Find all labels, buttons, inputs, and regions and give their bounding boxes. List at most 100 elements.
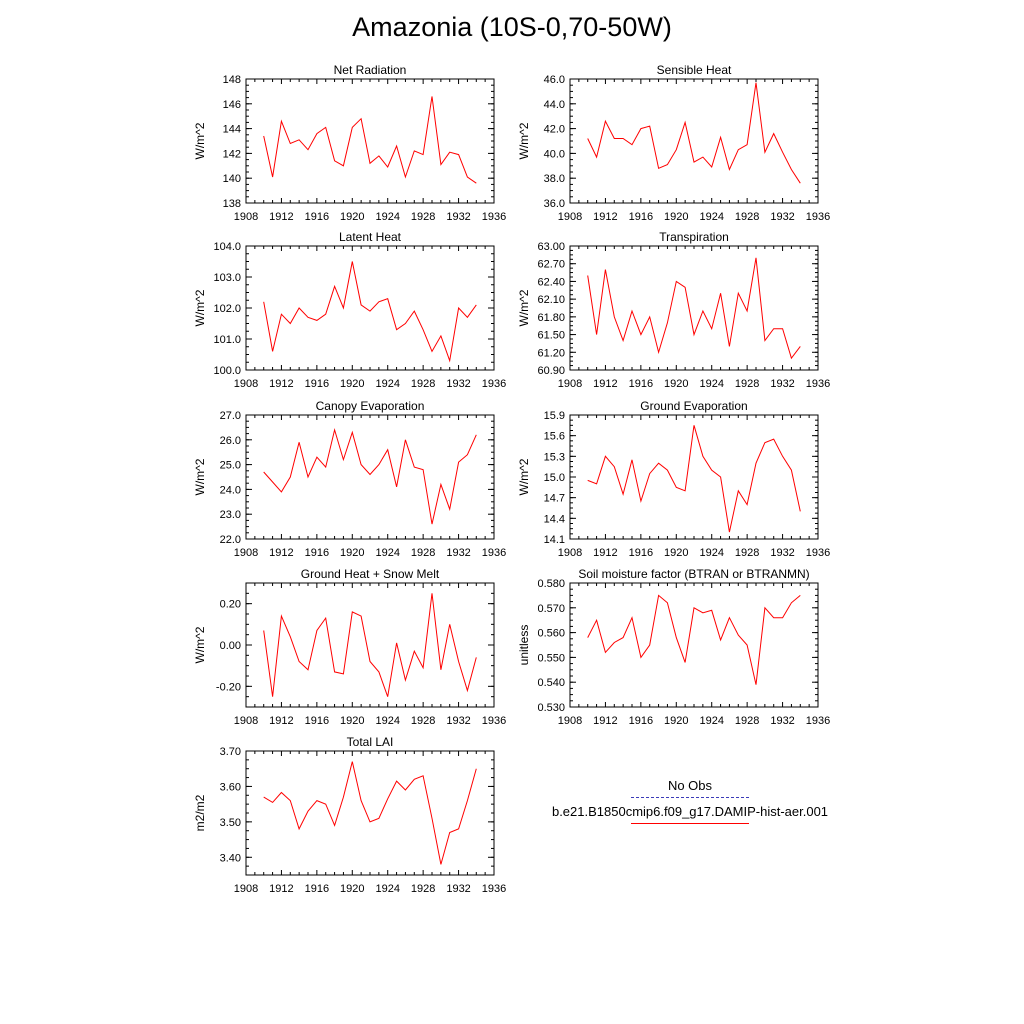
chart-title: Total LAI (347, 735, 394, 749)
y-tick-label: 101.0 (213, 334, 241, 346)
x-tick-label: 1924 (699, 715, 723, 727)
chart-panel-5: Canopy Evaporation W/m^2 1908 1912 1916 1920 1… (193, 399, 506, 559)
y-tick-label: 142 (223, 148, 241, 160)
y-tick-label: 100.0 (213, 365, 241, 377)
chart-title: Net Radiation (334, 63, 407, 77)
x-tick-label: 1916 (629, 211, 653, 223)
chart-title: Soil moisture factor (BTRAN or BTRANMN) (578, 567, 809, 581)
plot-frame (245, 245, 495, 371)
y-tick-label: 61.50 (537, 330, 565, 342)
y-axis-label: W/m^2 (517, 122, 531, 159)
x-tick-label: 1912 (269, 547, 293, 559)
y-tick-label: 15.6 (544, 431, 565, 443)
y-tick-label: 0.540 (537, 677, 565, 689)
series-line-1 (587, 594, 801, 685)
x-tick-label: 1928 (411, 547, 435, 559)
y-tick-label: 0.00 (220, 640, 241, 652)
chart-title: Canopy Evaporation (316, 399, 425, 413)
y-tick-label: 140 (223, 173, 241, 185)
y-axis-label: unitless (517, 625, 531, 666)
y-tick-label: 14.7 (544, 493, 565, 505)
y-tick-label: 62.70 (537, 259, 565, 271)
y-tick-label: 23.0 (220, 509, 241, 521)
series-line-1 (263, 761, 477, 865)
x-tick-label: 1936 (482, 378, 506, 390)
x-tick-label: 1928 (411, 715, 435, 727)
series-line-1 (263, 261, 477, 363)
chart-panel-2: Sensible Heat W/m^2 1908 1912 1916 1920 1924 19… (517, 63, 830, 223)
chart-title: Sensible Heat (657, 63, 732, 77)
x-tick-label: 1912 (269, 715, 293, 727)
plot-frame (245, 582, 495, 708)
x-tick-label: 1912 (269, 211, 293, 223)
x-tick-label: 1920 (340, 211, 364, 223)
y-tick-label: -0.20 (216, 681, 241, 693)
y-tick-label: 104.0 (213, 241, 241, 253)
x-tick-label: 1920 (664, 715, 688, 727)
x-tick-label: 1928 (411, 211, 435, 223)
chart-panel-4: Transpiration W/m^2 1908 1912 1916 1920 1924 19… (517, 230, 830, 390)
y-tick-label: 146 (223, 99, 241, 111)
chart-panel-1: Net Radiation W/m^2 1908 1912 1916 1920 1924 19… (193, 63, 506, 223)
y-tick-label: 3.70 (220, 746, 241, 758)
x-tick-label: 1932 (446, 715, 470, 727)
plot-frame (569, 78, 819, 204)
page-title: Amazonia (10S-0,70-50W) (352, 12, 672, 42)
x-tick-label: 1932 (446, 547, 470, 559)
y-tick-label: 26.0 (220, 435, 241, 447)
y-axis-label: W/m^2 (193, 289, 207, 326)
y-tick-label: 15.9 (544, 410, 565, 422)
y-tick-label: 46.0 (544, 74, 565, 86)
x-tick-label: 1920 (664, 211, 688, 223)
plot-frame (569, 582, 819, 708)
x-tick-label: 1908 (234, 715, 258, 727)
x-tick-label: 1916 (305, 883, 329, 895)
x-tick-label: 1920 (340, 547, 364, 559)
x-tick-label: 1928 (411, 883, 435, 895)
x-tick-label: 1908 (234, 547, 258, 559)
x-tick-label: 1916 (629, 547, 653, 559)
x-tick-label: 1932 (446, 378, 470, 390)
plot-frame (569, 414, 819, 540)
x-tick-label: 1928 (735, 547, 759, 559)
legend: No Obs b.e21.B1850cmip6.f09_g17.DAMIP-hi… (540, 778, 840, 830)
plot-frame (569, 245, 819, 371)
y-tick-label: 0.530 (537, 702, 565, 714)
y-tick-label: 3.60 (220, 781, 241, 793)
x-tick-label: 1924 (699, 378, 723, 390)
y-tick-label: 36.0 (544, 198, 565, 210)
y-tick-label: 138 (223, 198, 241, 210)
chart-panel-9: Total LAI m2/m2 1908 1912 1916 1920 1924 1928 19… (193, 735, 506, 895)
x-tick-label: 1920 (340, 715, 364, 727)
x-tick-label: 1936 (482, 211, 506, 223)
chart-title: Ground Heat + Snow Melt (301, 567, 440, 581)
x-tick-label: 1932 (770, 211, 794, 223)
x-tick-label: 1912 (269, 378, 293, 390)
x-tick-label: 1908 (558, 211, 582, 223)
chart-panel-7: Ground Heat + Snow Melt W/m^2 1908 1912 1916… (193, 567, 506, 727)
x-tick-label: 1916 (305, 547, 329, 559)
y-tick-label: 0.560 (537, 628, 565, 640)
x-tick-label: 1932 (770, 715, 794, 727)
x-tick-label: 1908 (234, 378, 258, 390)
x-tick-label: 1920 (340, 378, 364, 390)
plot-frame (245, 414, 495, 540)
y-tick-label: 0.580 (537, 578, 565, 590)
x-tick-label: 1936 (806, 715, 830, 727)
y-tick-label: 15.0 (544, 472, 565, 484)
y-tick-label: 14.4 (544, 513, 565, 525)
series-line-1 (263, 96, 477, 184)
plot-frame (245, 78, 495, 204)
y-axis-label: W/m^2 (517, 458, 531, 495)
x-tick-label: 1908 (234, 211, 258, 223)
x-tick-label: 1932 (446, 883, 470, 895)
y-tick-label: 103.0 (213, 272, 241, 284)
y-tick-label: 0.570 (537, 603, 565, 615)
x-tick-label: 1916 (629, 715, 653, 727)
x-tick-label: 1924 (699, 211, 723, 223)
x-tick-label: 1936 (482, 547, 506, 559)
y-tick-label: 3.40 (220, 852, 241, 864)
y-tick-label: 38.0 (544, 173, 565, 185)
x-tick-label: 1912 (593, 547, 617, 559)
chart-title: Ground Evaporation (640, 399, 747, 413)
